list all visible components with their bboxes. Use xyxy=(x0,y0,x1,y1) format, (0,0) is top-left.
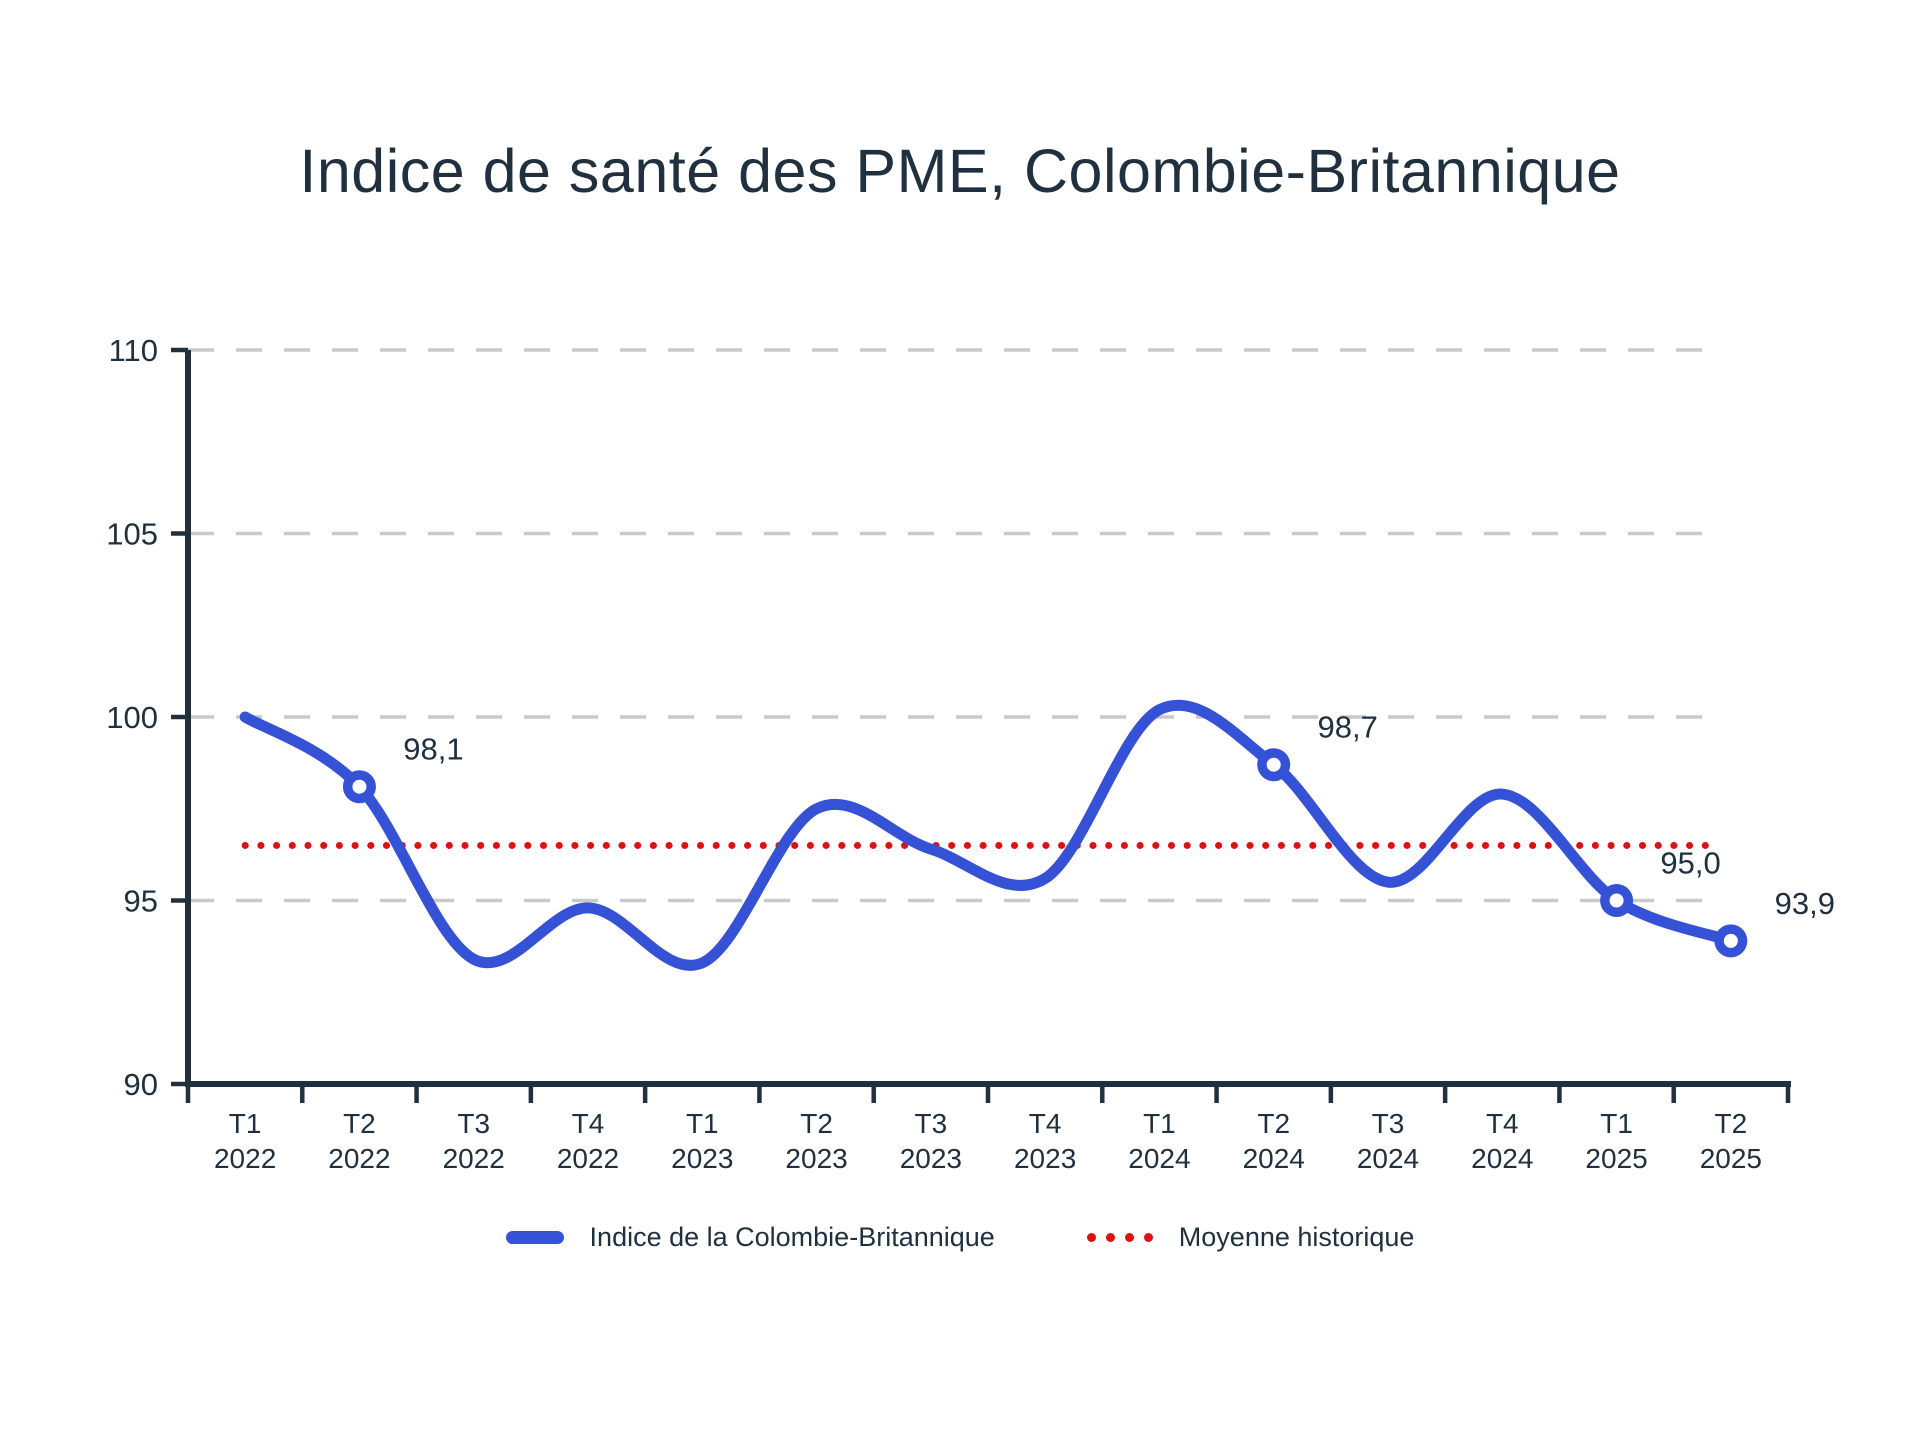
y-tick-label-100: 100 xyxy=(106,700,158,735)
data-point-marker-hole-13 xyxy=(1723,933,1738,948)
y-tick-label-95: 95 xyxy=(124,884,158,919)
x-label-year-5: 2023 xyxy=(785,1143,847,1174)
x-label-year-7: 2023 xyxy=(1014,1143,1076,1174)
x-label-quarter-5: T2 xyxy=(800,1108,833,1139)
x-label-quarter-6: T3 xyxy=(915,1108,948,1139)
legend-index-label: Indice de la Colombie-Britannique xyxy=(589,1222,995,1252)
x-label-year-11: 2024 xyxy=(1471,1143,1533,1174)
x-label-quarter-2: T3 xyxy=(457,1108,490,1139)
x-label-year-12: 2025 xyxy=(1585,1143,1647,1174)
x-label-year-13: 2025 xyxy=(1700,1143,1762,1174)
x-label-year-9: 2024 xyxy=(1243,1143,1305,1174)
data-point-label-9: 98,7 xyxy=(1318,710,1378,745)
x-label-quarter-4: T1 xyxy=(686,1108,719,1139)
chart-legend: Indice de la Colombie-Britannique Moyenn… xyxy=(0,1222,1920,1253)
x-label-quarter-7: T4 xyxy=(1029,1108,1062,1139)
index-line-swatch xyxy=(505,1231,564,1244)
data-point-marker-hole-1 xyxy=(352,779,367,794)
data-point-label-1: 98,1 xyxy=(403,732,463,767)
legend-item-average: Moyenne historique xyxy=(1086,1222,1415,1253)
x-label-quarter-8: T1 xyxy=(1143,1108,1176,1139)
x-label-year-3: 2022 xyxy=(557,1143,619,1174)
x-label-year-8: 2024 xyxy=(1128,1143,1190,1174)
x-label-quarter-3: T4 xyxy=(572,1108,605,1139)
x-label-year-4: 2023 xyxy=(671,1143,733,1174)
data-point-marker-hole-9 xyxy=(1266,757,1281,772)
x-label-year-0: 2022 xyxy=(214,1143,276,1174)
x-label-quarter-0: T1 xyxy=(229,1108,262,1139)
y-tick-label-90: 90 xyxy=(124,1067,158,1102)
data-point-label-12: 95,0 xyxy=(1660,846,1720,881)
x-label-quarter-1: T2 xyxy=(343,1108,376,1139)
x-label-quarter-12: T1 xyxy=(1600,1108,1633,1139)
x-label-year-2: 2022 xyxy=(443,1143,505,1174)
y-tick-label-105: 105 xyxy=(106,517,158,552)
x-label-quarter-11: T4 xyxy=(1486,1108,1519,1139)
x-label-quarter-10: T3 xyxy=(1372,1108,1405,1139)
legend-average-label: Moyenne historique xyxy=(1178,1222,1415,1252)
legend-item-index: Indice de la Colombie-Britannique xyxy=(505,1222,995,1253)
chart-title: Indice de santé des PME, Colombie-Britan… xyxy=(299,137,1621,205)
y-tick-label-110: 110 xyxy=(109,333,158,368)
average-dots-swatch xyxy=(1086,1233,1153,1242)
x-label-year-1: 2022 xyxy=(328,1143,390,1174)
x-label-year-6: 2023 xyxy=(900,1143,962,1174)
x-label-quarter-9: T2 xyxy=(1257,1108,1290,1139)
data-point-label-13: 93,9 xyxy=(1775,886,1835,921)
index-line xyxy=(239,699,1737,971)
x-label-year-10: 2024 xyxy=(1357,1143,1419,1174)
data-point-marker-hole-12 xyxy=(1609,893,1624,908)
x-label-quarter-13: T2 xyxy=(1715,1108,1748,1139)
